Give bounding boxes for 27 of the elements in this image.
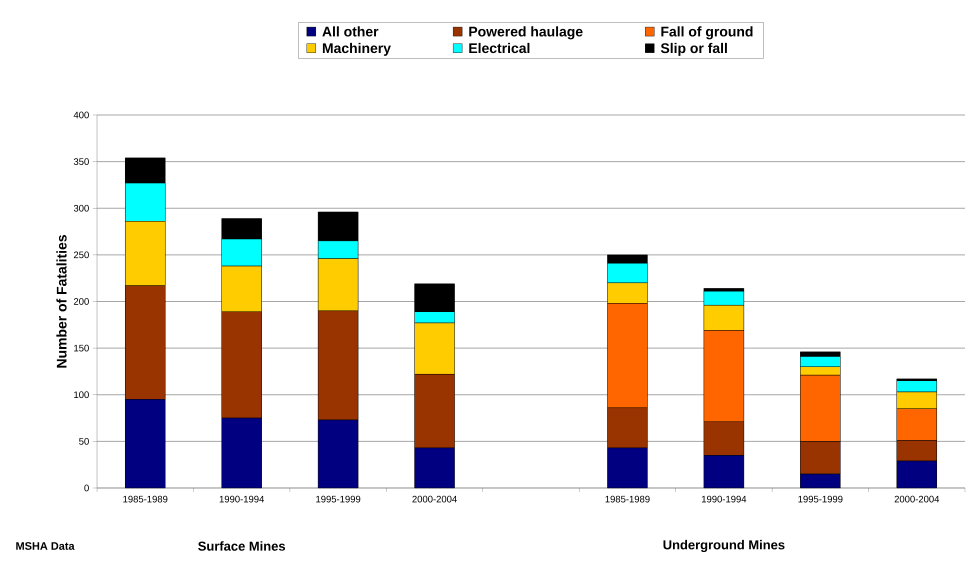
legend-label: All other xyxy=(322,26,378,37)
text: Underground Mines xyxy=(664,540,785,552)
x-tick-label: 1985-1989 xyxy=(606,496,650,502)
x-tick-label: 1985-1989 xyxy=(123,496,168,502)
legend-label: Slip or fall xyxy=(660,42,727,56)
legend-label: Fall of ground xyxy=(661,26,753,40)
y-tick-label: 400 xyxy=(74,112,89,118)
x-tick-label: 2000-2004 xyxy=(412,496,457,502)
x-tick-label: 1995-1999 xyxy=(798,496,843,502)
text: MSHA Data xyxy=(16,542,75,550)
legend-label: Electrical xyxy=(469,42,530,54)
y-tick-label: 150 xyxy=(74,344,89,352)
x-tick-label: 1990-1994 xyxy=(702,496,746,502)
y-tick-label: 250 xyxy=(74,252,89,258)
y-axis-title: Number of Fatalities xyxy=(56,235,67,368)
y-tick-label: 50 xyxy=(79,438,89,445)
x-tick-label: 1990-1994 xyxy=(220,496,264,502)
y-tick-label: 200 xyxy=(74,298,89,305)
x-tick-label: 2000-2004 xyxy=(894,496,940,502)
legend-label: Machinery xyxy=(322,42,391,56)
y-tick-label: 100 xyxy=(74,391,89,398)
text: Surface Mines xyxy=(198,541,286,551)
y-tick-label: 350 xyxy=(74,158,89,165)
x-tick-label: 1995-1999 xyxy=(316,496,360,502)
legend-label: Powered haulage xyxy=(469,26,583,40)
y-tick-label: 300 xyxy=(74,204,89,212)
y-tick-label: 0 xyxy=(84,484,89,492)
